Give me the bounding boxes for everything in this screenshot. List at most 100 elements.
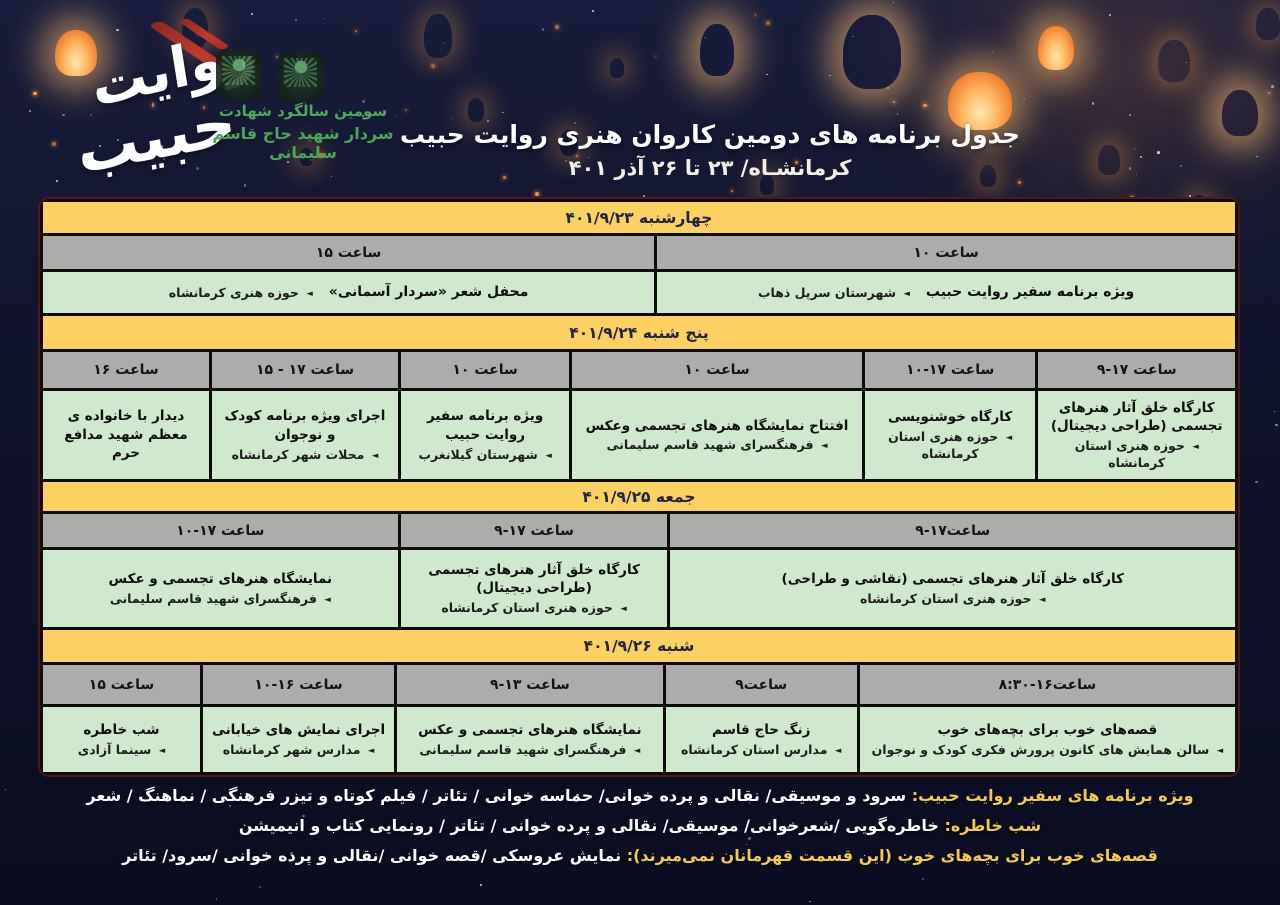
star-dot bbox=[1179, 165, 1182, 168]
star-dot bbox=[787, 826, 790, 829]
star-dot bbox=[1092, 102, 1095, 105]
title-block: جدول برنامه های دومین کاروان هنری روایت … bbox=[170, 120, 1250, 180]
star-dot bbox=[1256, 155, 1259, 158]
location-arrow-icon: ◄ bbox=[324, 594, 331, 605]
event-cell: کارگاه خوشنویسی ◄ حوزه هنری استان کرمانشا… bbox=[864, 391, 1036, 479]
event-location: ◄ فرهنگسرای شهید قاسم سلیمانی bbox=[109, 590, 331, 606]
page-subtitle: کرمانشـاه/ ۲۳ تا ۲۶ آذر ۴۰۱ bbox=[568, 156, 852, 180]
star-dot bbox=[1140, 156, 1142, 158]
event-title: محفل شعر «سردار آسمانی» bbox=[328, 283, 529, 300]
location-arrow-icon: ◄ bbox=[545, 450, 552, 461]
star-dot bbox=[903, 854, 906, 856]
location-arrow-icon: ◄ bbox=[1038, 594, 1046, 605]
star-dot bbox=[302, 814, 305, 818]
sky-lantern bbox=[55, 30, 97, 76]
footnote-line: قصه‌های خوب برای بچه‌های خوب (این قسمت ق… bbox=[0, 841, 1280, 871]
star-dot bbox=[28, 110, 32, 113]
location-arrow-icon: ◄ bbox=[1005, 432, 1013, 443]
location-arrow-icon: ◄ bbox=[820, 441, 828, 452]
event-location: ◄ حوزه هنری کرمانشاه bbox=[168, 285, 313, 301]
event-cell: افتتاح نمایشگاه هنرهای تجسمی وعکس ◄ فرهنگ… bbox=[572, 391, 862, 479]
star-dot bbox=[766, 74, 768, 76]
star-dot bbox=[251, 12, 254, 15]
star-dot bbox=[355, 30, 357, 32]
star-dot bbox=[754, 14, 757, 17]
time-slot-header: ساعت ۱۳-۹ bbox=[397, 665, 663, 704]
event-cell: دیدار با خانواده ی معظم شهید مدافع حرم bbox=[43, 391, 209, 479]
star-dot bbox=[591, 10, 594, 12]
event-location: ◄ فرهنگسرای شهید قاسم سلیمانی bbox=[606, 437, 828, 453]
star-dot bbox=[404, 108, 408, 112]
maktab-haj-qasem-emblem bbox=[216, 50, 262, 100]
time-slot-header: ساعت ۱۶ bbox=[43, 352, 209, 388]
time-slot-header: ساعت ۱۷-۹ bbox=[1038, 352, 1235, 388]
event-cell: کارگاه خلق آثار هنرهای تجسمی (طراحی دیجی… bbox=[1038, 391, 1235, 479]
event-title: کارگاه خلق آثار هنرهای تجسمی (طراحی دیجی… bbox=[1050, 399, 1223, 435]
event-cell: کارگاه خلق آثار هنرهای تجسمی (طراحی دیجی… bbox=[400, 550, 668, 627]
time-slot-header: ساعت ۱۰ bbox=[572, 352, 862, 388]
star-dot bbox=[893, 100, 896, 103]
star-dot bbox=[794, 160, 798, 164]
event-title: کارگاه خلق آثار هنرهای تجسمی (طراحی دیجی… bbox=[428, 561, 640, 597]
event-location: ◄ مدارس شهر کرمانشاه bbox=[222, 741, 375, 757]
star-dot bbox=[1273, 411, 1275, 413]
footnote-label: شب خاطره: bbox=[944, 816, 1042, 835]
star-dot bbox=[923, 103, 927, 108]
event-cell: اجرای نمایش های خیابانی ◄ مدارس شهر کرمان… bbox=[202, 707, 395, 772]
footnote-line: ویژه برنامه های سفیر روایت حبیب: سرود و … bbox=[0, 781, 1280, 811]
star-dot bbox=[1185, 61, 1188, 63]
star-dot bbox=[545, 153, 547, 155]
star-dot bbox=[228, 805, 231, 808]
star-dot bbox=[704, 37, 706, 39]
time-slot-header: ساعت ۱۶-۱۰ bbox=[202, 665, 395, 704]
day-header: جمعه ۴۰۱/۹/۲۵ bbox=[43, 482, 1235, 511]
time-slot-header: ساعت۹ bbox=[665, 665, 857, 704]
star-dot bbox=[323, 18, 325, 20]
star-dot bbox=[451, 117, 453, 119]
sky-lantern bbox=[424, 14, 452, 58]
star-dot bbox=[642, 195, 645, 198]
star-dot bbox=[811, 141, 813, 143]
location-arrow-icon: ◄ bbox=[633, 745, 641, 756]
sky-lantern bbox=[948, 72, 1012, 130]
event-title: ویژه برنامه سفیر روایت حبیب bbox=[925, 283, 1135, 300]
event-cell: زنگ حاج قاسم ◄ مدارس استان کرمانشاه bbox=[665, 707, 857, 772]
star-dot bbox=[1136, 174, 1138, 176]
location-arrow-icon: ◄ bbox=[1192, 441, 1199, 452]
event-title: اجرای نمایش های خیابانی bbox=[211, 722, 386, 739]
day-header: پنج شنبه ۴۰۱/۹/۲۴ bbox=[43, 316, 1235, 349]
time-slot-header: ساعت ۱۷-۱۰ bbox=[43, 514, 398, 547]
star-dot bbox=[32, 91, 37, 96]
star-dot bbox=[430, 64, 435, 69]
star-dot bbox=[748, 802, 751, 805]
time-slot-header: ساعت ۱۵ bbox=[43, 665, 200, 704]
star-dot bbox=[230, 48, 232, 50]
event-cell: ویژه برنامه سفیر روایت حبیب ◄ شهرستان گیل… bbox=[400, 391, 570, 479]
star-dot bbox=[90, 114, 92, 116]
star-dot bbox=[151, 104, 154, 107]
event-title: افتتاح نمایشگاه هنرهای تجسمی وعکس bbox=[585, 417, 849, 434]
star-dot bbox=[964, 140, 969, 144]
location-arrow-icon: ◄ bbox=[367, 745, 375, 756]
anniversary-line1: سومین سالگرد شهادت bbox=[218, 102, 388, 120]
star-dot bbox=[748, 837, 751, 840]
event-location: ◄ حوزه هنری استان کرمانشاه bbox=[888, 428, 1013, 461]
star-dot bbox=[388, 132, 390, 134]
star-dot bbox=[886, 87, 889, 90]
star-dot bbox=[852, 35, 854, 38]
event-location: ◄ حوزه هنری استان کرمانشاه bbox=[441, 600, 627, 615]
star-dot bbox=[151, 102, 155, 105]
star-dot bbox=[535, 191, 540, 196]
event-location: ◄ شهرستان سرپل ذهاب bbox=[757, 285, 910, 301]
star-dot bbox=[766, 21, 770, 25]
footnote-line: شب خاطره: خاطره‌گویی /شعرخوانی/ موسیقی/ … bbox=[0, 811, 1280, 841]
event-cell: اجرای ویژه برنامه کودک و نوجوان ◄ محلات ش… bbox=[211, 391, 398, 479]
star-dot bbox=[1128, 167, 1132, 170]
star-dot bbox=[274, 831, 277, 833]
star-dot bbox=[564, 159, 568, 162]
star-dot bbox=[304, 102, 307, 104]
star-dot bbox=[809, 901, 811, 903]
event-title: کارگاه خلق آثار هنرهای تجسمی (نقاشی و طر… bbox=[781, 571, 1124, 588]
event-cell: نمایشگاه هنرهای تجسمی و عکس ◄ فرهنگسرای ش… bbox=[397, 707, 663, 772]
